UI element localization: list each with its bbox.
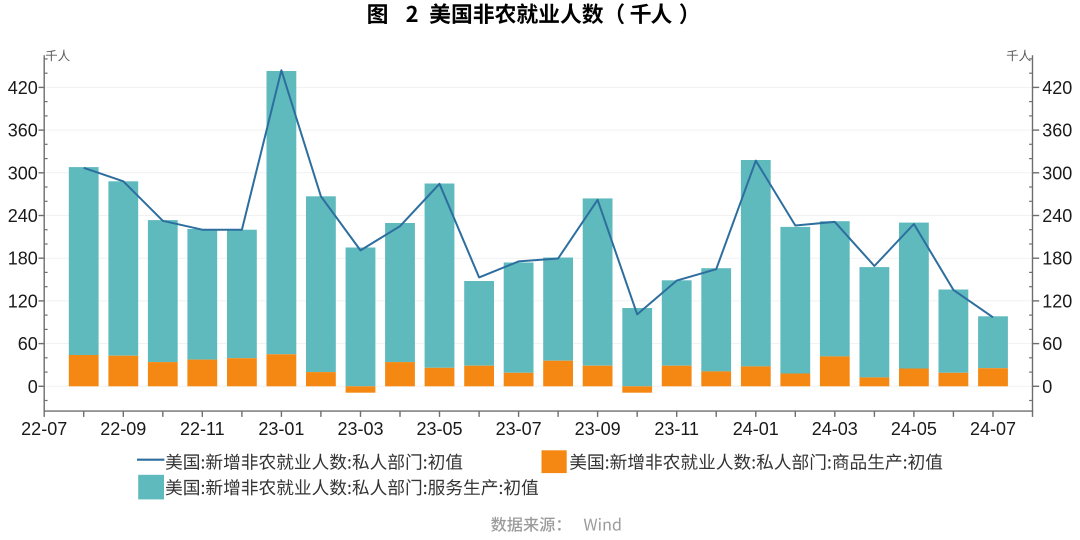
svg-text:0: 0 bbox=[28, 377, 38, 397]
svg-text:24-05: 24-05 bbox=[891, 419, 937, 439]
svg-text:300: 300 bbox=[8, 163, 38, 183]
svg-text:23-03: 23-03 bbox=[337, 419, 383, 439]
svg-text:240: 240 bbox=[8, 206, 38, 226]
svg-text:22-07: 22-07 bbox=[21, 419, 67, 439]
svg-text:180: 180 bbox=[8, 249, 38, 269]
svg-text:22-11: 22-11 bbox=[180, 419, 225, 439]
svg-text:240: 240 bbox=[1042, 206, 1072, 226]
svg-text:120: 120 bbox=[1042, 291, 1072, 311]
svg-text:23-01: 23-01 bbox=[258, 419, 304, 439]
svg-text:180: 180 bbox=[1042, 249, 1072, 269]
svg-text:60: 60 bbox=[1042, 334, 1062, 354]
svg-text:22-09: 22-09 bbox=[100, 419, 146, 439]
svg-text:120: 120 bbox=[8, 291, 38, 311]
svg-text:420: 420 bbox=[1042, 78, 1072, 98]
svg-text:420: 420 bbox=[8, 78, 38, 98]
svg-text:300: 300 bbox=[1042, 163, 1072, 183]
svg-text:23-05: 23-05 bbox=[416, 419, 462, 439]
svg-text:360: 360 bbox=[8, 121, 38, 141]
svg-text:23-11: 23-11 bbox=[654, 419, 699, 439]
svg-text:24-07: 24-07 bbox=[970, 419, 1016, 439]
svg-text:24-03: 24-03 bbox=[812, 419, 858, 439]
svg-text:23-07: 23-07 bbox=[496, 419, 542, 439]
svg-text:360: 360 bbox=[1042, 121, 1072, 141]
svg-text:60: 60 bbox=[18, 334, 38, 354]
svg-text:24-01: 24-01 bbox=[733, 419, 779, 439]
svg-text:23-09: 23-09 bbox=[575, 419, 621, 439]
svg-text:0: 0 bbox=[1042, 377, 1052, 397]
